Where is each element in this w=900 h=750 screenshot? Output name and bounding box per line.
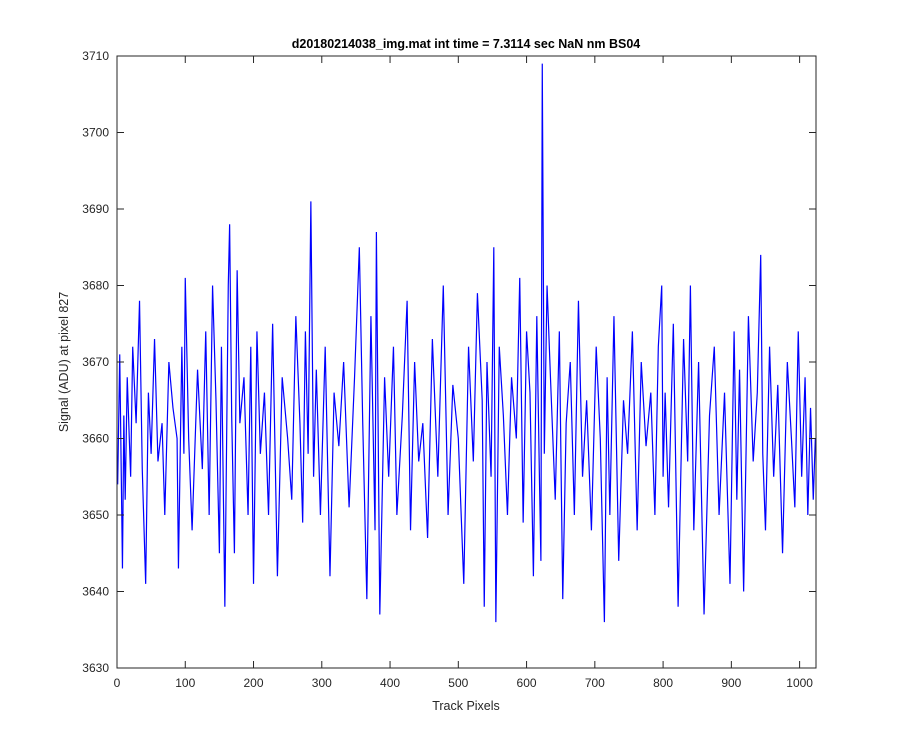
x-tick-label: 900	[721, 676, 741, 690]
y-tick-label: 3700	[82, 126, 109, 140]
y-tick-label: 3690	[82, 202, 109, 216]
x-tick-label: 600	[517, 676, 537, 690]
x-tick-label: 400	[380, 676, 400, 690]
y-axis: 3630 3640 3650 3660 3670 3680 3690 3700 3710	[82, 49, 816, 675]
y-tick-label: 3680	[82, 279, 109, 293]
chart-title: d20180214038_img.mat int time = 7.3114 s…	[292, 37, 641, 51]
y-tick-label: 3660	[82, 432, 109, 446]
y-tick-label: 3650	[82, 508, 109, 522]
x-tick-label: 700	[585, 676, 605, 690]
y-axis-title: Signal (ADU) at pixel 827	[57, 292, 71, 432]
x-axis: 0 100 200 300 400 500 600 700 800 900 1000	[114, 56, 813, 690]
y-tick-label: 3640	[82, 585, 109, 599]
x-tick-label: 200	[244, 676, 264, 690]
x-axis-title: Track Pixels	[432, 699, 500, 713]
x-tick-label: 1000	[786, 676, 813, 690]
x-tick-label: 100	[175, 676, 195, 690]
series-layer	[117, 63, 816, 623]
x-tick-label: 300	[312, 676, 332, 690]
plot-area	[117, 56, 816, 668]
y-tick-label: 3710	[82, 49, 109, 63]
series-line-0	[117, 63, 816, 623]
x-tick-label: 800	[653, 676, 673, 690]
y-tick-label: 3670	[82, 355, 109, 369]
x-tick-label: 500	[448, 676, 468, 690]
x-tick-label: 0	[114, 676, 121, 690]
y-tick-label: 3630	[82, 661, 109, 675]
